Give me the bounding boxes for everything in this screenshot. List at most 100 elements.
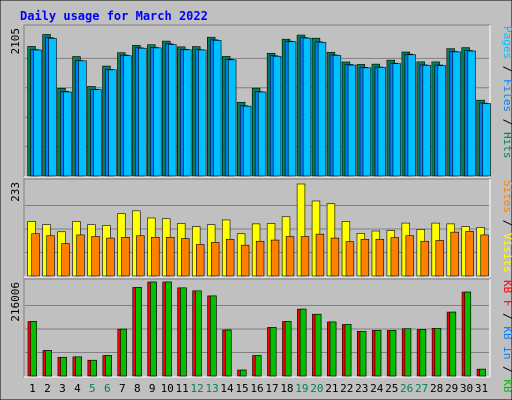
bar-visits-sites-sites-day-7: [121, 237, 130, 277]
x-tick-label-day-1: 1: [29, 382, 36, 395]
bar-kbf-kbin-kbout-kb-out-day-17: [269, 327, 277, 377]
bar-kbf-kbin-kbout-kb-out-day-4: [75, 356, 82, 377]
bar-hits-files-pages-pages-day-3: [63, 91, 72, 177]
bar-kbf-kbin-kbout-kb-out-day-9: [150, 281, 157, 377]
x-tick-label-day-5: 5: [89, 382, 96, 395]
bar-visits-sites-sites-day-15: [240, 244, 250, 277]
bar-kbf-kbin-kbout-kb-out-day-18: [284, 321, 292, 377]
legend-entry: Pages: [501, 26, 512, 59]
x-tick-label-day-31: 31: [475, 382, 488, 395]
x-tick-label-day-8: 8: [134, 382, 141, 395]
bar-kbf-kbin-kbout-kb-out-day-29: [449, 311, 457, 377]
bar-kbf-kbin-kbout-kb-out-day-22: [344, 324, 352, 377]
bar-hits-files-pages-pages-day-13: [213, 40, 222, 177]
y-axis-max-label: 233: [9, 182, 22, 202]
x-tick-label-day-6: 6: [104, 382, 111, 395]
bar-kbf-kbin-kbout-kb-out-day-3: [60, 356, 67, 377]
bar-kbf-kbin-kbout-kb-out-day-11: [180, 287, 187, 377]
bar-visits-sites-sites-day-17: [270, 239, 280, 277]
bar-hits-files-pages-pages-day-30: [467, 50, 476, 177]
bar-hits-files-pages-pages-day-20: [317, 42, 327, 177]
bar-hits-files-pages-pages-day-28: [437, 65, 446, 177]
legend-kbf-kbin-kbout: KB F / KB In / KB Out: [501, 280, 512, 400]
chart-panels: 2105 Pages / Files / Hits 233 Sites / Visit…: [9, 24, 512, 400]
bar-hits-files-pages-pages-day-11: [183, 49, 192, 177]
bar-kbf-kbin-kbout-kb-out-day-28: [434, 327, 442, 377]
x-tick-label-day-14: 14: [220, 382, 234, 395]
legend-entry: /: [501, 59, 512, 79]
panel-hits-files-pages: 2105 Pages / Files / Hits: [9, 24, 512, 178]
legend-entry: Visits: [501, 233, 512, 273]
legend-entry: Hits: [501, 132, 512, 159]
bar-kbf-kbin-kbout-kb-out-day-26: [404, 328, 412, 377]
x-tick-label-day-13: 13: [205, 382, 218, 395]
bar-kbf-kbin-kbout-kb-out-day-15: [239, 369, 247, 377]
bar-visits-sites-sites-day-5: [91, 236, 100, 277]
x-tick-label-day-2: 2: [44, 382, 51, 395]
x-tick-label-day-19: 19: [295, 382, 308, 395]
bar-kbf-kbin-kbout-kb-out-day-27: [419, 329, 427, 377]
bar-hits-files-pages-pages-day-10: [168, 44, 177, 177]
bar-hits-files-pages-pages-day-21: [332, 55, 342, 177]
bar-kbf-kbin-kbout-kb-out-day-16: [254, 355, 262, 377]
bar-hits-files-pages-pages-day-27: [422, 65, 431, 177]
x-tick-label-day-24: 24: [370, 382, 384, 395]
x-axis-day-labels: 1 2 3 4 5 6 7 8 9 10 11 12 13 14 15 16 17 18 19 20 21 22 23 24 2…: [29, 382, 488, 395]
legend-hits-files-pages: Pages / Files / Hits: [501, 26, 512, 159]
legend-entry: /: [501, 360, 512, 380]
bar-visits-sites-sites-day-1: [31, 233, 40, 277]
bar-visits-sites-sites-day-27: [420, 240, 429, 277]
x-tick-label-day-28: 28: [430, 382, 443, 395]
bar-kbf-kbin-kbout-kb-out-day-5: [90, 359, 97, 377]
bar-visits-sites-sites-day-16: [255, 240, 265, 277]
bar-visits-sites-sites-day-21: [330, 237, 340, 277]
x-tick-label-day-20: 20: [310, 382, 323, 395]
legend-visits-sites: Sites / Visits: [501, 180, 512, 273]
bar-hits-files-pages-pages-day-2: [48, 38, 57, 177]
bar-visits-sites-sites-day-31: [480, 234, 489, 277]
y-axis-max-label: 2105: [9, 28, 22, 55]
bar-hits-files-pages-pages-day-22: [347, 64, 357, 177]
bar-kbf-kbin-kbout-kb-out-day-7: [120, 328, 127, 377]
x-tick-label-day-29: 29: [445, 382, 458, 395]
bar-kbf-kbin-kbout-kb-out-day-8: [135, 287, 142, 377]
bar-hits-files-pages-pages-day-19: [302, 37, 312, 177]
legend-entry: KB F: [501, 280, 512, 307]
bar-visits-sites-sites-day-19: [300, 236, 310, 277]
bar-hits-files-pages-pages-day-4: [78, 60, 87, 177]
bar-kbf-kbin-kbout-kb-out-day-1: [30, 321, 37, 377]
x-tick-label-day-21: 21: [325, 382, 338, 395]
x-tick-label-day-7: 7: [119, 382, 126, 395]
bar-visits-sites-sites-day-2: [46, 235, 55, 277]
bar-kbf-kbin-kbout-kb-out-day-12: [195, 290, 202, 377]
bar-visits-sites-sites-day-13: [211, 242, 220, 277]
x-tick-label-day-26: 26: [400, 382, 413, 395]
bar-visits-sites-sites-day-24: [375, 238, 385, 277]
x-tick-label-day-22: 22: [340, 382, 353, 395]
legend-entry: /: [501, 112, 512, 132]
bar-kbf-kbin-kbout-kb-out-day-2: [45, 350, 52, 377]
legend-entry: KB Out: [501, 379, 512, 400]
legend-entry: /: [501, 307, 512, 327]
x-tick-label-day-23: 23: [355, 382, 368, 395]
legend-entry: Files: [501, 79, 512, 112]
bar-kbf-kbin-kbout-kb-out-day-14: [224, 329, 232, 377]
bar-visits-sites-sites-day-12: [196, 244, 205, 277]
x-tick-label-day-9: 9: [149, 382, 156, 395]
bar-hits-files-pages-pages-day-31: [482, 103, 491, 177]
bar-hits-files-pages-pages-day-5: [93, 89, 102, 177]
bar-hits-files-pages-pages-day-29: [452, 51, 461, 177]
bar-kbf-kbin-kbout-kb-out-day-20: [314, 313, 322, 377]
bar-visits-sites-sites-day-9: [151, 237, 160, 277]
bar-visits-sites-sites-day-23: [360, 238, 370, 277]
x-tick-label-day-4: 4: [74, 382, 81, 395]
bar-kbf-kbin-kbout-kb-out-day-19: [299, 308, 307, 377]
x-tick-label-day-12: 12: [191, 382, 204, 395]
bar-kbf-kbin-kbout-kb-out-day-21: [329, 321, 337, 377]
bar-hits-files-pages-pages-day-8: [138, 47, 147, 177]
bar-visits-sites-sites-day-10: [166, 237, 175, 277]
x-tick-label-day-11: 11: [176, 382, 189, 395]
y-axis-max-label: 216006: [9, 282, 22, 322]
bar-hits-files-pages-pages-day-15: [242, 105, 252, 177]
bar-visits-sites-sites-day-22: [345, 241, 355, 277]
